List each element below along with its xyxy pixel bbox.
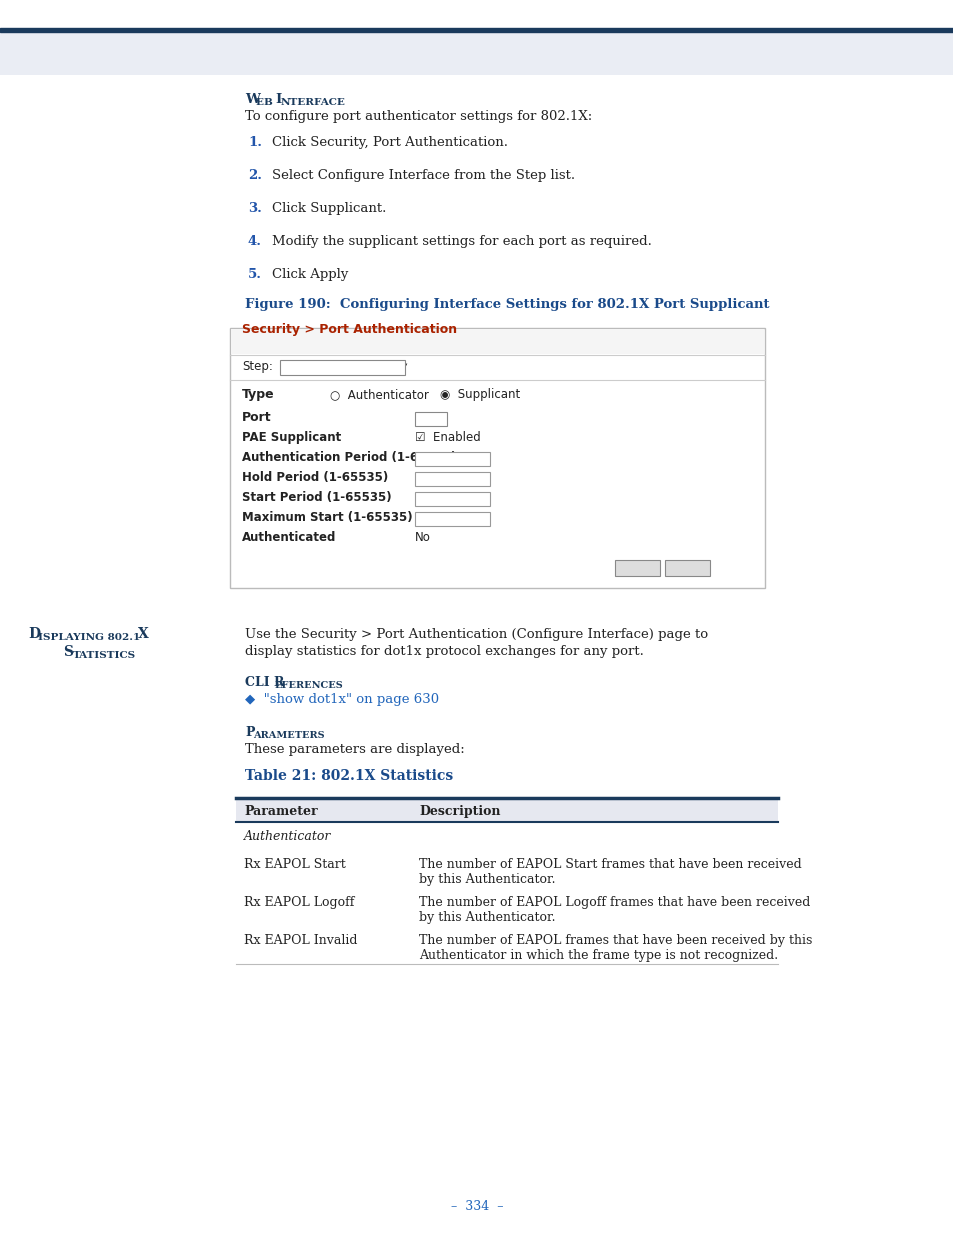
Text: 4.: 4. — [248, 235, 262, 248]
Text: Description: Description — [418, 805, 500, 818]
Text: display statistics for dot1x protocol exchanges for any port.: display statistics for dot1x protocol ex… — [245, 645, 643, 658]
Text: Table 21: 802.1X Statistics: Table 21: 802.1X Statistics — [245, 769, 453, 783]
Text: ◆  "show dot1x" on page 630: ◆ "show dot1x" on page 630 — [245, 693, 438, 706]
Text: I: I — [274, 93, 281, 106]
Text: EFERENCES: EFERENCES — [274, 680, 343, 690]
Text: Type: Type — [242, 388, 274, 401]
Text: C: C — [28, 38, 37, 49]
Bar — [415, 513, 490, 526]
Text: by this Authenticator.: by this Authenticator. — [418, 873, 555, 885]
Bar — [0, 28, 953, 32]
Text: 1.: 1. — [248, 136, 262, 149]
Text: Port: Port — [242, 411, 272, 424]
Text: W: W — [245, 93, 259, 106]
Text: Parameter: Parameter — [244, 805, 317, 818]
Text: 3: 3 — [417, 513, 424, 522]
Bar — [415, 412, 447, 426]
Text: 30: 30 — [417, 493, 432, 503]
Text: Use the Security > Port Authentication (Configure Interface) page to: Use the Security > Port Authentication (… — [245, 629, 707, 641]
Text: 60: 60 — [417, 473, 432, 483]
Text: |  Security Measures: | Security Measures — [100, 40, 223, 51]
Bar — [0, 32, 953, 75]
Text: Figure 190:  Configuring Interface Settings for 802.1X Port Supplicant: Figure 190: Configuring Interface Settin… — [245, 298, 769, 311]
Text: 3.: 3. — [248, 203, 262, 215]
Text: Start Period (1-65535): Start Period (1-65535) — [242, 492, 392, 504]
Text: 30: 30 — [417, 453, 432, 463]
Bar — [280, 359, 405, 375]
Text: S: S — [63, 645, 73, 659]
Text: D: D — [28, 627, 40, 641]
Text: Rx EAPOL Start: Rx EAPOL Start — [244, 858, 345, 871]
Text: Configuring 802.1X Port Authentication: Configuring 802.1X Port Authentication — [28, 53, 264, 65]
Text: 14: 14 — [82, 40, 100, 49]
Text: Authentication Period (1-65535): Authentication Period (1-65535) — [242, 451, 456, 464]
Text: P: P — [245, 726, 254, 739]
Text: Authenticator in which the frame type is not recognized.: Authenticator in which the frame type is… — [418, 948, 778, 962]
Text: 5.: 5. — [248, 268, 262, 282]
Text: Modify the supplicant settings for each port as required.: Modify the supplicant settings for each … — [272, 235, 651, 248]
Text: CLI R: CLI R — [245, 676, 284, 689]
Text: Step:: Step: — [242, 359, 273, 373]
Text: Revert: Revert — [671, 559, 705, 571]
Text: NTERFACE: NTERFACE — [281, 98, 346, 107]
Text: Authenticated: Authenticated — [242, 531, 336, 543]
Text: ISPLAYING 802.1: ISPLAYING 802.1 — [38, 634, 140, 642]
Bar — [615, 559, 659, 576]
Text: ○  Authenticator: ○ Authenticator — [330, 388, 429, 401]
Text: –  334  –: – 334 – — [450, 1200, 503, 1213]
Bar — [415, 492, 490, 506]
Text: The number of EAPOL Logoff frames that have been received: The number of EAPOL Logoff frames that h… — [418, 897, 809, 909]
Text: TATISTICS: TATISTICS — [73, 651, 136, 659]
Text: Rx EAPOL Logoff: Rx EAPOL Logoff — [244, 897, 354, 909]
Text: PAE Supplicant: PAE Supplicant — [242, 431, 341, 445]
Text: ARAMETERS: ARAMETERS — [253, 731, 324, 740]
Text: The number of EAPOL Start frames that have been received: The number of EAPOL Start frames that ha… — [418, 858, 801, 871]
Text: Maximum Start (1-65535): Maximum Start (1-65535) — [242, 511, 413, 524]
Bar — [664, 559, 709, 576]
Bar — [235, 798, 778, 823]
Bar — [231, 329, 763, 354]
Text: Hold Period (1-65535): Hold Period (1-65535) — [242, 471, 388, 484]
Text: Rx EAPOL Invalid: Rx EAPOL Invalid — [244, 934, 357, 947]
Text: HAPTER: HAPTER — [36, 42, 79, 51]
Text: 2 ▼: 2 ▼ — [416, 412, 435, 424]
Text: Click Apply: Click Apply — [272, 268, 348, 282]
Text: Security > Port Authentication: Security > Port Authentication — [242, 324, 456, 336]
Text: ☑  Enabled: ☑ Enabled — [415, 431, 480, 445]
Text: Click Supplicant.: Click Supplicant. — [272, 203, 386, 215]
Text: 2. Configure Interface ▼: 2. Configure Interface ▼ — [282, 362, 407, 372]
Text: The number of EAPOL frames that have been received by this: The number of EAPOL frames that have bee… — [418, 934, 812, 947]
Bar — [230, 329, 764, 588]
Text: ◉  Supplicant: ◉ Supplicant — [439, 388, 519, 401]
Text: X: X — [138, 627, 149, 641]
Text: Click Security, Port Authentication.: Click Security, Port Authentication. — [272, 136, 507, 149]
Text: To configure port authenticator settings for 802.1X:: To configure port authenticator settings… — [245, 110, 592, 124]
Bar — [415, 472, 490, 487]
Text: These parameters are displayed:: These parameters are displayed: — [245, 743, 464, 756]
Bar — [415, 452, 490, 466]
Text: Select Configure Interface from the Step list.: Select Configure Interface from the Step… — [272, 169, 575, 182]
Text: Authenticator: Authenticator — [244, 830, 331, 844]
Text: EB: EB — [255, 98, 276, 107]
Text: No: No — [415, 531, 431, 543]
Text: 2.: 2. — [248, 169, 262, 182]
Text: by this Authenticator.: by this Authenticator. — [418, 911, 555, 924]
Text: Apply: Apply — [621, 559, 651, 571]
